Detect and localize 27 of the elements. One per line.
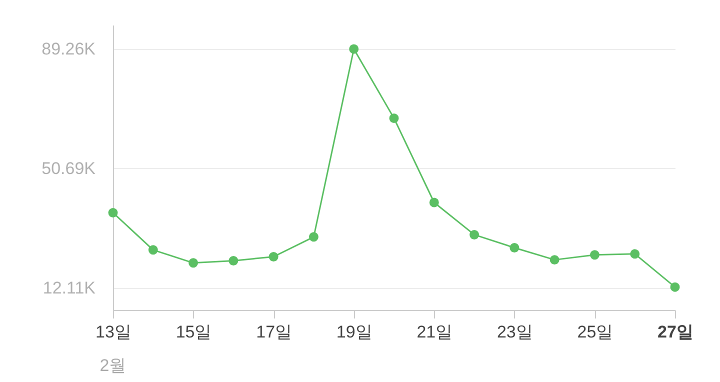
- point: [630, 249, 640, 259]
- x-tick-label: 13일: [96, 322, 132, 342]
- point: [470, 230, 480, 240]
- point: [670, 282, 680, 292]
- point: [429, 198, 439, 208]
- x-tick-label: 23일: [496, 322, 533, 342]
- y-tick-label: 12.11K: [42, 278, 96, 298]
- x-tick-label: 25일: [577, 322, 614, 342]
- x-tick-label: 27일: [658, 322, 694, 342]
- point: [108, 208, 118, 218]
- point: [268, 252, 278, 262]
- point: [590, 250, 600, 260]
- point: [228, 256, 238, 266]
- x-tick-label: 17일: [256, 322, 292, 342]
- point: [188, 258, 198, 268]
- point: [389, 114, 399, 123]
- point: [308, 232, 318, 242]
- x-tick-label: 15일: [176, 322, 212, 342]
- point: [148, 245, 158, 255]
- point: [349, 44, 359, 54]
- x-tick-label: 19일: [336, 322, 372, 342]
- y-tick-label: 89.26K: [42, 39, 96, 58]
- x-tick-label: 21일: [416, 322, 453, 342]
- text: 2월: [100, 356, 126, 375]
- point: [550, 255, 560, 265]
- y-tick-label: 50.69K: [42, 158, 96, 178]
- point: [510, 243, 520, 252]
